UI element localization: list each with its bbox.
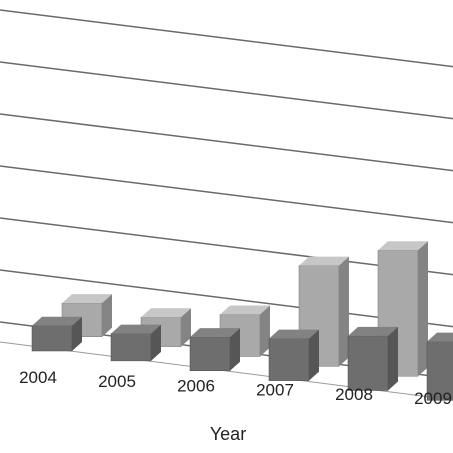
- gridline: [0, 217, 453, 276]
- bar: [189, 328, 240, 371]
- x-tick-label: 2004: [19, 368, 57, 387]
- x-axis-title: Year: [210, 424, 246, 444]
- gridline: [0, 165, 453, 224]
- x-tick-label: 2006: [177, 376, 215, 395]
- bars: [31, 241, 453, 401]
- bar: [31, 316, 82, 352]
- bar: [268, 329, 319, 381]
- bar: [347, 326, 398, 391]
- x-tick-labels: 2004 2005 2006 2007 2008 2009: [19, 368, 452, 408]
- gridline: [0, 9, 453, 68]
- bar: [110, 324, 161, 362]
- bar: [426, 332, 453, 401]
- x-tick-label: 2005: [98, 372, 136, 391]
- x-tick-label: 2009: [414, 389, 452, 408]
- gridline: [0, 61, 453, 120]
- gridline: [0, 269, 453, 328]
- x-tick-label: 2008: [335, 385, 373, 404]
- gridline: [0, 113, 453, 172]
- x-tick-label: 2007: [256, 381, 294, 400]
